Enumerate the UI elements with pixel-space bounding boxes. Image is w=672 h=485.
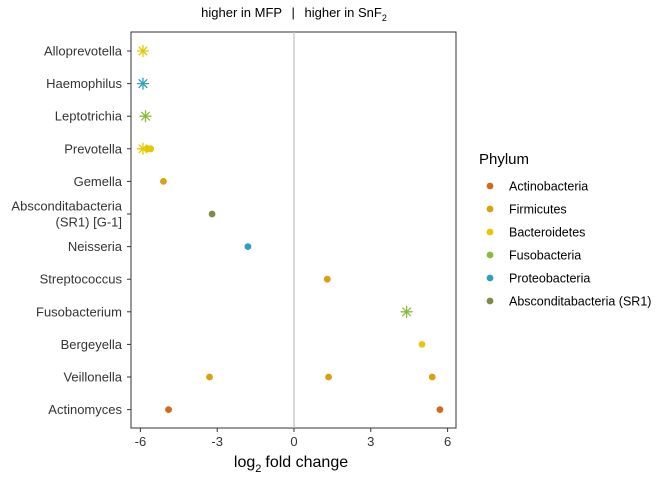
y-tick-label: Gemella — [74, 174, 123, 189]
legend: Phylum Actinobacteria Firmicutes Bacteroid… — [479, 151, 651, 309]
y-axis: Alloprevotella Haemophilus Leptotrichia Pre… — [11, 44, 131, 417]
y-tick-label-line: Fusobacterium — [36, 304, 122, 319]
x-tick-label: 6 — [444, 434, 451, 449]
asterisk-stroke — [402, 307, 412, 317]
legend-key — [486, 274, 494, 282]
x-tick-label: -3 — [211, 434, 223, 449]
y-tick-label-line: Haemophilus — [46, 76, 122, 91]
x-tick-label: 3 — [367, 434, 374, 449]
legend-label: Fusobacteria — [509, 249, 581, 263]
legend-label: Absconditabacteria (SR1) — [509, 295, 651, 309]
title-right-subscript: 2 — [382, 13, 387, 23]
data-point — [323, 275, 331, 283]
legend-key — [486, 228, 494, 236]
y-tick-label-line: Veillonella — [63, 370, 122, 385]
data-point — [325, 373, 332, 381]
data-point — [165, 406, 172, 413]
data-point-asterisk — [139, 110, 152, 123]
legend-label: Firmicutes — [509, 203, 567, 217]
y-tick-label-line: Bergeyella — [61, 337, 123, 352]
data-point — [208, 210, 216, 218]
chart-title: higher in MFP | higher in SnF2 — [201, 5, 387, 23]
legend-key — [486, 251, 494, 259]
y-tick-label: Fusobacterium — [36, 304, 122, 319]
y-tick-label: Streptococcus — [40, 272, 123, 287]
y-tick-label-line: Gemella — [74, 174, 123, 189]
legend-label: Proteobacteria — [509, 272, 590, 286]
x-tick-label: -6 — [135, 434, 147, 449]
y-tick-label-line: Absconditabacteria — [11, 199, 122, 214]
data-point — [160, 178, 167, 185]
y-tick-label-line: Alloprevotella — [44, 44, 123, 59]
data-point — [428, 373, 436, 381]
data-point — [436, 406, 444, 413]
svg-text:higher in MFP |: higher in MFP | higher in SnF2 — [201, 5, 387, 23]
title-separator: | — [291, 5, 294, 20]
y-tick-label: Leptotrichia — [55, 109, 123, 124]
x-axis-title-subscript: 2 — [255, 463, 261, 475]
legend-key — [486, 205, 494, 213]
data-point — [244, 243, 252, 251]
legend-title: Phylum — [479, 151, 529, 168]
x-axis-title-prefix: log — [234, 454, 255, 471]
data-point-asterisk — [136, 44, 150, 58]
data-point-asterisk — [136, 77, 150, 90]
data-point-asterisk — [136, 142, 150, 155]
y-tick-label: Prevotella — [64, 141, 123, 156]
y-tick-label-line: (SR1) [G-1] — [56, 215, 122, 230]
data-point — [147, 145, 155, 153]
asterisk-stroke — [140, 111, 151, 121]
y-tick-label: Actinomyces — [48, 402, 122, 417]
y-tick-label-line: Prevotella — [64, 141, 123, 156]
plot-panel — [130, 31, 457, 429]
y-tick-label-line: Actinomyces — [48, 402, 122, 417]
y-tick-label: Veillonella — [63, 370, 122, 385]
title-left: higher in MFP — [201, 5, 282, 20]
data-point — [206, 373, 213, 381]
x-axis-title-text: fold change — [265, 454, 348, 471]
legend-label: Bacteroidetes — [509, 226, 585, 240]
asterisk-stroke — [138, 144, 148, 154]
y-tick-label: Neisseria — [68, 239, 123, 254]
x-axis-title: log2 fold change — [234, 454, 348, 475]
y-tick-label-line: Neisseria — [68, 239, 123, 254]
legend-key — [486, 297, 494, 305]
asterisk-stroke — [138, 46, 148, 56]
legend-key — [486, 182, 494, 190]
data-point — [418, 341, 426, 348]
data-point-asterisk — [400, 305, 413, 318]
asterisk-stroke — [138, 79, 148, 89]
legend-label: Actinobacteria — [509, 180, 588, 194]
y-tick-label: Absconditabacteria (SR1) [G-1] — [11, 199, 122, 230]
x-axis: -6 -3 0 3 6 — [135, 428, 451, 449]
y-tick-label: Haemophilus — [46, 76, 122, 91]
y-tick-label: Bergeyella — [61, 337, 123, 352]
y-tick-label-line: Leptotrichia — [55, 109, 123, 124]
data-points — [136, 44, 444, 413]
y-tick-label: Alloprevotella — [44, 44, 123, 59]
y-tick-label-line: Streptococcus — [40, 272, 123, 287]
x-tick-label: 0 — [290, 434, 297, 449]
title-right: higher in SnF — [304, 5, 381, 20]
